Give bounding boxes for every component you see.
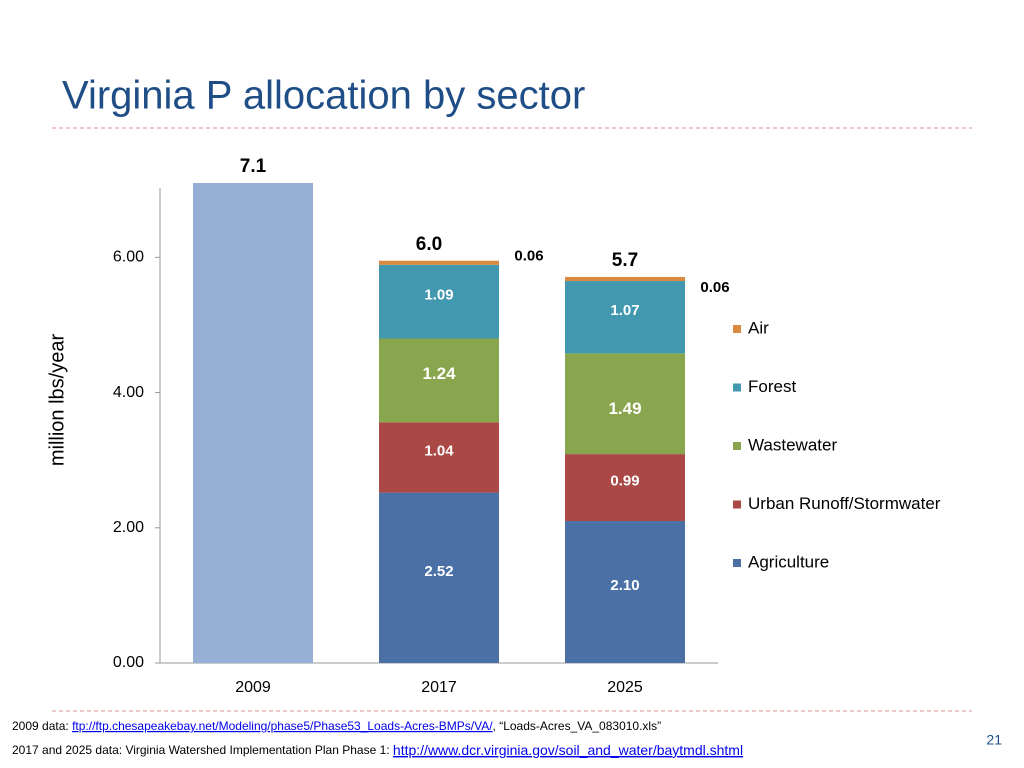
bar-segment	[565, 281, 685, 354]
x-tick-label: 2009	[235, 679, 271, 696]
y-tick-label: 4.00	[113, 384, 144, 401]
y-axis-label: million lbs/year	[46, 334, 68, 467]
legend-swatch	[733, 325, 741, 333]
legend-label: Wastewater	[748, 435, 837, 454]
bar-segment	[379, 422, 499, 493]
total-label: 7.1	[240, 156, 267, 177]
total-label: 6.0	[416, 234, 442, 255]
legend-swatch	[733, 383, 741, 392]
data-label: 0.06	[700, 279, 729, 296]
bar	[193, 183, 313, 663]
data-label: 1.07	[610, 302, 639, 319]
bar-segment	[379, 338, 499, 423]
x-tick-label: 2017	[421, 679, 457, 696]
legend-label: Urban Runoff/Stormwater	[748, 494, 941, 513]
footnote-text: , “Loads-Acres_VA_083010.xls”	[493, 719, 662, 733]
data-label: 0.06	[514, 248, 543, 265]
bar-segment	[379, 492, 499, 663]
footnote-text: 2009 data:	[12, 719, 72, 733]
footnote-link[interactable]: ftp://ftp.chesapeakebay.net/Modeling/pha…	[72, 719, 493, 733]
x-tick-label: 2025	[607, 679, 643, 696]
legend-label: Forest	[748, 377, 796, 396]
footnote-text: 2017 and 2025 data: Virginia Watershed I…	[12, 743, 393, 757]
bar-segment	[565, 454, 685, 522]
bar-segment	[565, 353, 685, 455]
footnote-link[interactable]: http://www.dcr.virginia.gov/soil_and_wat…	[393, 742, 743, 758]
footnote: 2017 and 2025 data: Virginia Watershed I…	[12, 742, 743, 758]
legend-swatch	[733, 559, 741, 567]
y-tick-label: 2.00	[113, 519, 144, 536]
legend-label: Agriculture	[748, 552, 829, 571]
page-number: 21	[986, 732, 1002, 748]
legend-swatch	[733, 442, 741, 450]
data-label: 1.24	[422, 364, 456, 383]
y-tick-label: 6.00	[113, 249, 144, 266]
data-label: 1.49	[608, 399, 641, 418]
bar-segment	[379, 260, 499, 265]
data-label: 0.99	[610, 473, 639, 490]
data-label: 1.04	[424, 442, 454, 459]
footnote: 2009 data: ftp://ftp.chesapeakebay.net/M…	[12, 719, 661, 733]
legend-swatch	[733, 500, 741, 509]
bar-segment	[565, 521, 685, 663]
bar-segment	[565, 276, 685, 282]
y-tick-label: 0.00	[113, 654, 144, 671]
total-label: 5.7	[612, 250, 638, 271]
bar-segment	[379, 264, 499, 339]
data-label: 1.09	[424, 287, 453, 304]
legend-label: Air	[748, 318, 769, 337]
data-label: 2.10	[610, 577, 639, 594]
data-label: 2.52	[424, 563, 453, 580]
slide-title: Virginia P allocation by sector	[62, 74, 585, 118]
